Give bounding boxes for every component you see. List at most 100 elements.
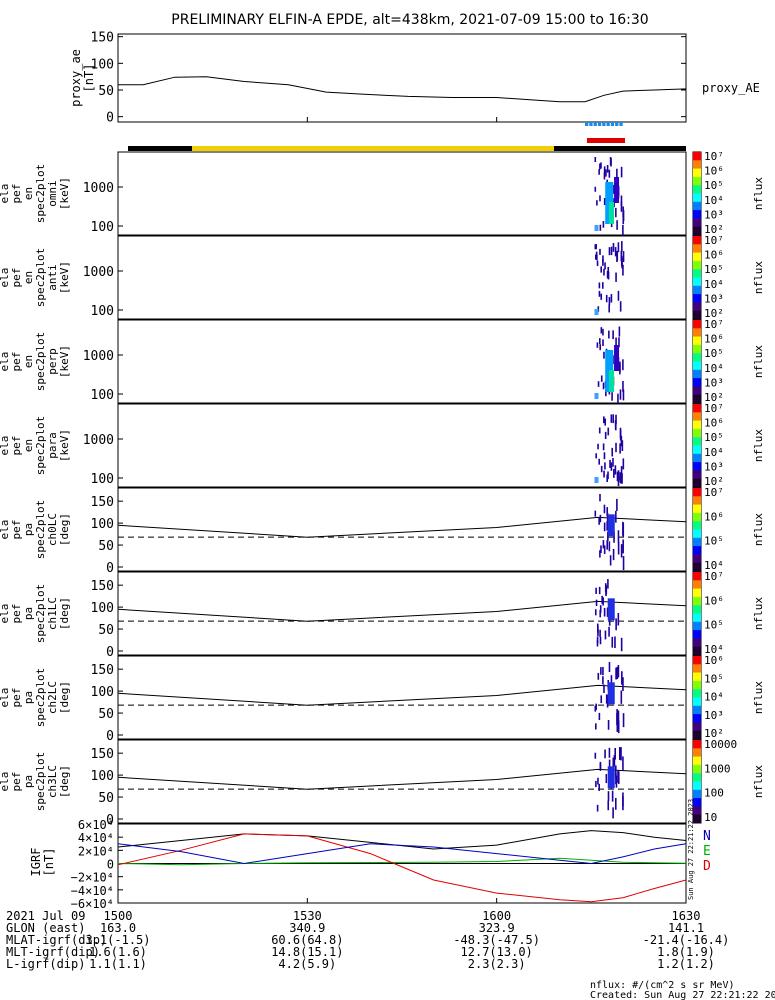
colorbar-segment [693,369,701,379]
colorbar-segment [693,269,701,278]
colorbar-segment [693,176,701,186]
colorbar-segment [693,344,701,354]
omni-pixel [594,186,597,192]
ch3-ylabel-line: spec2plot [34,752,47,812]
para-ylabel-line: ela [0,436,11,456]
ae-ylabel-line: [nT] [82,64,96,93]
ephemeris-row-label: 2021 Jul 09 [6,909,85,923]
colorbar-segment [693,596,701,606]
anti-pixel [619,301,622,312]
ch2-pixel [603,684,605,694]
omni-ylabel-line: pef [10,184,23,204]
para-edge [594,477,599,483]
ch3-pixel [598,783,600,791]
anti-pixel [616,250,619,261]
ch2-panel-frame [117,655,687,740]
ch1-pixel [595,599,598,607]
ch3-ylabel-line: ch3LC [46,765,59,798]
anti-pixel [617,290,620,301]
ch3-ytick-label: 150 [91,747,114,762]
para-pixel [611,447,614,457]
ephemeris-cell: -21.4(-16.4) [643,933,730,947]
ch1-pixel [608,615,611,626]
ch2-pixel [616,666,619,680]
colorbar-label: 10000 [704,738,737,751]
anti-pixel [601,282,604,289]
colorbar-label: 10³ [704,460,724,473]
anti-ylabel-line: pef [10,268,23,288]
ae-legend: proxy_AE [702,81,760,95]
para-pixel [621,440,624,451]
ch3-pixel [612,807,614,819]
omni-pixel [610,158,612,167]
perp-pixel [602,328,604,336]
igrf-ytick-label: 4×10⁴ [78,831,114,845]
igrf-series-E [117,857,687,866]
omni-pixel [616,220,618,230]
anti-pixel [600,266,603,273]
perp-pixel [603,351,605,359]
para-pixel [609,459,611,468]
perp-ytick-label: 100 [91,388,114,403]
colorbar-label: 10⁵ [704,431,724,444]
colorbar-segment [693,630,701,639]
colorbar-label: 10⁶ [704,654,724,667]
ch2-ylabel-line: pef [10,688,23,708]
ch0-ylabel-line: [deg] [58,513,71,546]
perp-pixel [599,338,601,345]
anti-pixel [603,268,605,276]
colorbar-segment [693,302,701,311]
colorbar-ylabel: nflux [752,261,765,294]
ch2-ylabel-line: ch2LC [46,681,59,714]
ch0-pixel [599,494,601,502]
ch0-pixel [603,545,606,555]
colorbar-segment [693,445,701,455]
ch3-pixel [620,747,622,761]
colorbar-label: 10⁷ [704,486,724,499]
omni-pixel [599,163,601,170]
ch0-ylabel: elapefpaspec2plotch0LC[deg] [0,500,71,560]
colorbar-segment [693,478,701,488]
perp-pixel [602,339,604,346]
ch3-ytick-label: 0 [106,813,114,828]
colorbar-label: 10⁵ [704,179,724,192]
para-pixel [614,465,617,475]
colorbar-segment [693,572,701,581]
anti-ylabel-line: en [22,271,35,284]
anti-pixel [602,259,604,266]
ch3-ylabel-line: pef [10,772,23,792]
perp-pixel [619,364,621,375]
colorbar-segment [693,814,701,824]
anti-pixel [614,247,617,257]
ch3-pixel [595,780,597,788]
colorbar-segment [693,420,701,430]
perp-pixel [596,342,599,348]
para-pixel [597,443,599,450]
colorbar-segment [693,705,701,715]
ephemeris-cell: -48.3(-47.5) [453,933,540,947]
colorbar-segment [693,773,701,782]
colorbar-segment [693,756,701,766]
ch2-pixel [617,710,620,723]
ephemeris-cell: 163.0 [100,921,136,935]
panel-labels: 050100150proxy_AEproxy_ae[nT]1000100elap… [0,31,765,971]
omni-pixel [603,166,606,174]
ch2-pixel [620,690,623,704]
ch2-pixel [594,705,597,712]
ch2-pixel [602,676,604,685]
ae-ytick-label: 100 [91,57,114,72]
colorbar-segment [693,285,701,295]
ae-flag-blue [602,122,606,126]
ch1-pixel [617,613,620,626]
ch3-pixel [607,800,610,811]
ch2-pixel [608,662,611,673]
ch0-ylabel-line: pa [22,523,35,536]
ch0-pixel [606,540,608,550]
ephemeris-cell: 1530 [293,909,322,923]
ephemeris-cell: 1.1(1.1) [89,957,147,971]
colorbar-label: 10³ [704,376,724,389]
colorbar-label: 10² [704,727,724,740]
ch1-ylabel-line: pef [10,604,23,624]
ch1-pixel [598,586,601,595]
colorbar-segment [693,740,701,749]
